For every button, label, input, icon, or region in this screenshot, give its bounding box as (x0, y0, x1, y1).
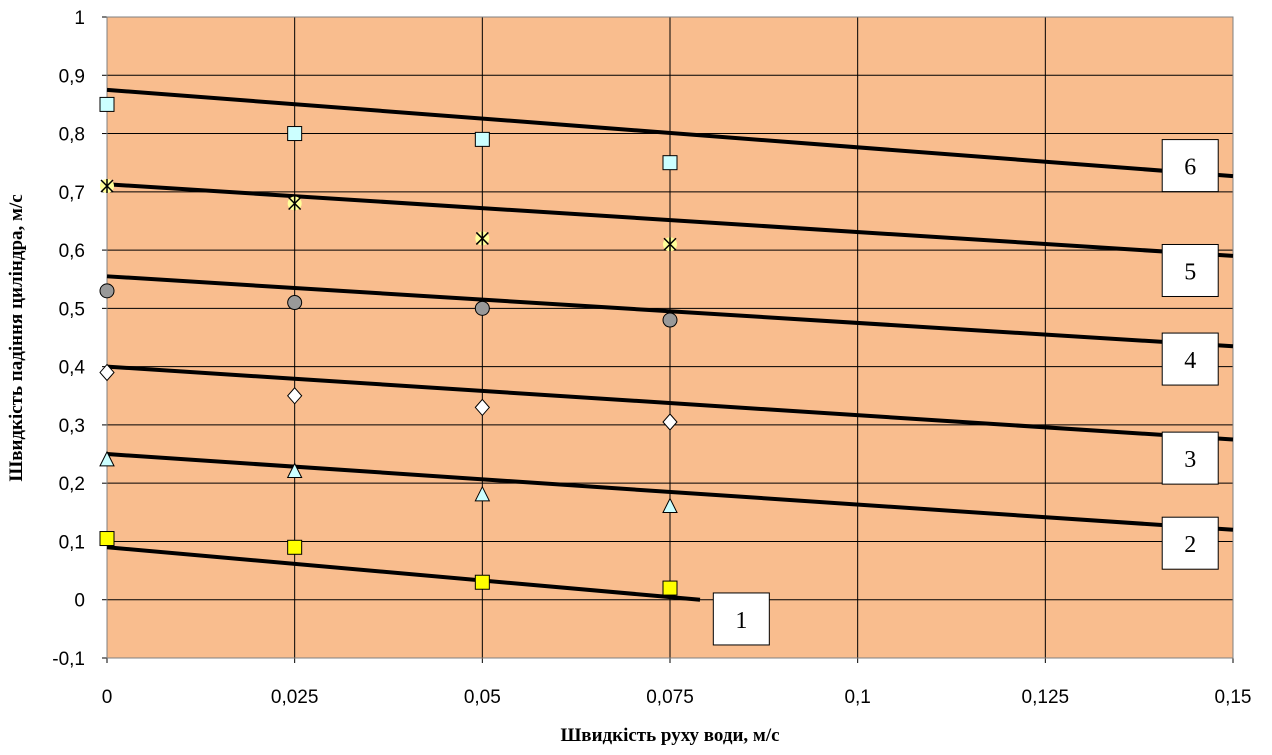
data-point-series-4 (99, 283, 115, 299)
line-label-3: 3 (1161, 431, 1219, 485)
data-point-series-5 (475, 231, 490, 246)
y-tick-label: 0,4 (59, 358, 86, 379)
data-point-series-4 (662, 312, 678, 328)
x-tick-label: 0,075 (646, 687, 694, 708)
data-point-series-1 (474, 574, 490, 590)
line-label-4: 4 (1161, 332, 1219, 386)
line-label-box (1161, 139, 1219, 193)
x-tick-label: 0 (102, 687, 113, 708)
data-point-series-2 (662, 497, 678, 513)
line-label-box (1161, 332, 1219, 386)
trend-line-6 (106, 87, 1234, 179)
line-label-text: 3 (1184, 447, 1196, 473)
data-point-series-2 (474, 485, 491, 502)
data-point-series-3 (662, 413, 678, 431)
data-point-series-5 (663, 237, 677, 252)
y-tick-label: 0,5 (59, 299, 85, 320)
line-label-box (1161, 431, 1219, 485)
data-point-series-4 (287, 295, 303, 311)
trend-line-3 (106, 364, 1234, 442)
line-label-text: 5 (1184, 259, 1196, 285)
y-axis-title: Швидкість падіння циліндра, м/с (6, 194, 27, 481)
data-markers (99, 96, 678, 596)
plot-border (106, 16, 1234, 659)
x-axis-title: Швидкість руху води, м/с (560, 725, 779, 746)
line-label-1: 1 (712, 592, 770, 646)
line-label-box (1161, 516, 1219, 570)
data-point-series-6 (287, 126, 303, 142)
line-label-text: 6 (1184, 155, 1196, 181)
line-label-2: 2 (1161, 516, 1219, 570)
data-point-series-6 (662, 155, 678, 171)
y-tick-label: 0,8 (59, 125, 85, 146)
x-tick-label: 0,125 (1022, 687, 1070, 708)
line-label-text: 4 (1184, 348, 1196, 374)
x-tick-label: 0,05 (464, 687, 501, 708)
data-point-series-1 (662, 580, 678, 596)
data-point-series-3 (287, 387, 303, 405)
x-tick-label: 0,025 (271, 687, 319, 708)
tick-labels: 0 0,025 0,05 0,075 0,1 0,125 0,15 -0,1 0 0,1 0,2 0,… (52, 8, 1251, 708)
data-point-series-4 (474, 300, 490, 316)
line-label-box (1161, 243, 1219, 297)
data-point-series-5 (287, 196, 302, 211)
y-tick-label: 0,3 (59, 416, 85, 437)
data-point-series-5 (100, 178, 114, 193)
x-tick-label: 0,15 (1215, 687, 1252, 708)
line-label-text: 2 (1184, 532, 1196, 558)
y-tick-label: -0,1 (52, 649, 85, 670)
y-tick-label: 0 (74, 591, 85, 612)
y-tick-label: 0,6 (59, 241, 85, 262)
data-point-series-3 (99, 363, 115, 382)
line-label-text: 1 (735, 608, 747, 634)
data-point-series-2 (286, 462, 303, 479)
line-label-6: 6 (1161, 139, 1219, 193)
data-point-series-3 (474, 398, 490, 417)
line-label-box (712, 592, 770, 646)
trend-line-4 (106, 274, 1234, 349)
trend-line-1 (106, 545, 701, 602)
line-labels: 1 2 3 4 5 6 (712, 139, 1219, 646)
y-tick-label: 0,1 (59, 532, 85, 553)
x-tick-label: 0,1 (844, 687, 870, 708)
y-tick-label: 1 (74, 8, 85, 29)
y-tick-label: 0,2 (59, 474, 85, 495)
y-tick-label: 0,7 (59, 183, 85, 204)
line-label-5: 5 (1161, 243, 1219, 297)
data-point-series-2 (99, 450, 115, 467)
trend-lines (106, 87, 1234, 602)
data-point-series-1 (99, 531, 115, 547)
data-point-series-1 (287, 539, 303, 555)
trend-line-5 (106, 182, 1234, 258)
data-point-series-6 (474, 131, 490, 147)
data-point-series-6 (99, 96, 115, 112)
y-tick-label: 0,9 (59, 66, 85, 87)
